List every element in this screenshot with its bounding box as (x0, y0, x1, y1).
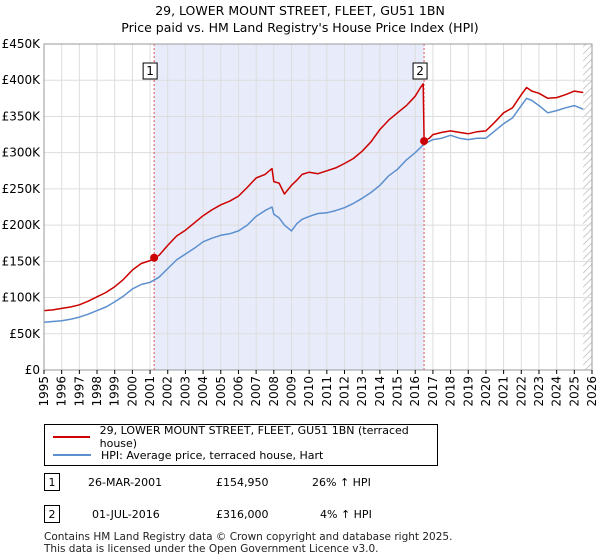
y-tick-label: £200K (2, 218, 42, 232)
x-tick-label: 2010 (302, 376, 316, 407)
annotation-date: 01-JUL-2016 (92, 507, 160, 521)
plot-background (44, 44, 592, 370)
x-tick-label: 2008 (267, 376, 281, 407)
x-tick-label: 2012 (338, 376, 352, 407)
sale-badge-label: 1 (146, 64, 154, 78)
x-tick-label: 1996 (55, 376, 69, 407)
annotation-badge: 1 (44, 473, 60, 491)
x-tick-label: 2024 (550, 376, 564, 407)
sale-point (150, 253, 159, 262)
legend-swatch-property (53, 436, 90, 438)
y-tick-label: £300K (2, 146, 42, 160)
x-axis: 1995 1996 1997 1998 1999 2000 2001 2002 2003 2004… (37, 370, 599, 407)
y-tick-label: £50K (9, 327, 41, 341)
x-tick-label: 2014 (373, 376, 387, 407)
x-tick-label: 2019 (461, 376, 475, 407)
x-tick-label: 2021 (497, 376, 511, 407)
y-tick-label: £450K (2, 37, 42, 51)
x-tick-label: 2025 (567, 376, 581, 407)
x-tick-label: 1998 (90, 376, 104, 407)
annotation-hpi: 26% ↑ HPI (312, 475, 371, 489)
x-tick-label: 2015 (391, 376, 405, 407)
x-tick-label: 2006 (231, 376, 245, 407)
annotation-hpi: 4% ↑ HPI (320, 507, 372, 521)
y-tick-label: £100K (2, 291, 42, 305)
sale-badge-box (142, 62, 158, 80)
x-tick-label: 2011 (320, 376, 334, 407)
x-tick-label: 2013 (355, 376, 369, 407)
annotation-badge: 2 (44, 505, 60, 523)
forecast-hatch (583, 44, 592, 370)
legend-label-hpi: HPI: Average price, terraced house, Hart (101, 448, 324, 462)
y-tick-label: £350K (2, 109, 42, 123)
legend-label-property: 29, LOWER MOUNT STREET, FLEET, GU51 1BN … (99, 424, 409, 450)
plot-border (43, 43, 593, 371)
series-layer (43, 83, 584, 323)
annotation-price: £316,000 (216, 507, 269, 521)
ownership-period-shade (154, 44, 425, 370)
x-tick-label: 2000 (125, 376, 139, 407)
chart-legend: 29, LOWER MOUNT STREET, FLEET, GU51 1BN … (44, 424, 438, 466)
x-tick-label: 2026 (585, 376, 599, 407)
price-chart: 29, LOWER MOUNT STREET, FLEET, GU51 1BN … (2, 3, 599, 407)
footer-line: This data is licensed under the Open Gov… (44, 543, 379, 555)
y-tick-label: £150K (2, 254, 42, 268)
sale-point (420, 137, 429, 146)
y-tick-label: £0 (25, 363, 40, 377)
hpi-line (43, 97, 584, 323)
annotation-date: 26-MAR-2001 (88, 475, 163, 489)
x-tick-label: 2009 (284, 376, 298, 407)
property-price-line (43, 83, 584, 312)
x-tick-label: 2017 (426, 376, 440, 407)
x-tick-label: 2023 (532, 376, 546, 407)
x-tick-label: 1997 (72, 376, 86, 407)
x-tick-label: 2003 (178, 376, 192, 407)
footer-notice: Contains HM Land Registry data © Crown c… (44, 531, 452, 555)
x-tick-label: 2022 (514, 376, 528, 407)
x-tick-label: 2020 (479, 376, 493, 407)
annotation-price: £154,950 (216, 475, 269, 489)
x-tick-label: 2004 (196, 376, 210, 407)
chart-subtitle: Price paid vs. HM Land Registry's House … (121, 20, 478, 35)
x-tick-label: 2002 (161, 376, 175, 407)
x-tick-label: 2018 (444, 376, 458, 407)
x-tick-label: 2016 (408, 376, 422, 407)
x-tick-label: 2005 (214, 376, 228, 407)
x-tick-label: 1999 (108, 376, 122, 407)
chart-title: 29, LOWER MOUNT STREET, FLEET, GU51 1BN (155, 3, 445, 18)
x-tick-label: 2001 (143, 376, 157, 407)
legend-item-property: 29, LOWER MOUNT STREET, FLEET, GU51 1BN … (53, 424, 437, 450)
x-tick-label: 1995 (37, 376, 51, 407)
x-tick-label: 2007 (249, 376, 263, 407)
y-axis: £0 £50K £100K £150K £200K £250K £300K £350K £400… (2, 37, 42, 377)
y-tick-label: £250K (2, 182, 42, 196)
legend-swatch-hpi (53, 454, 91, 456)
sale-badge-label: 2 (416, 64, 424, 78)
legend-item-hpi: HPI: Average price, terraced house, Hart (53, 447, 323, 463)
footer-line: Contains HM Land Registry data © Crown c… (44, 531, 453, 543)
y-tick-label: £400K (2, 73, 42, 87)
sale-badge-box (412, 62, 428, 80)
